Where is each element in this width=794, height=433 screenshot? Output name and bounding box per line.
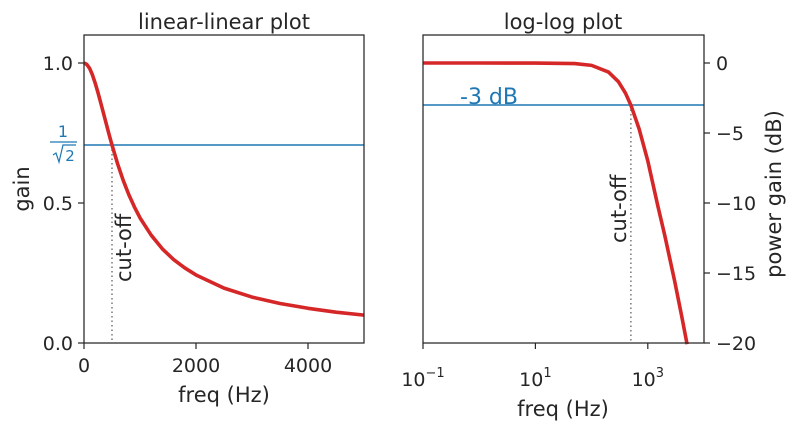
log-y-tick-label: 0	[716, 53, 728, 75]
log-x-tick-label: 103	[632, 366, 664, 391]
sqrt-radical	[52, 144, 76, 165]
linear-reference-label: 1 2	[50, 122, 77, 165]
linear-chart-title: linear-linear plot	[138, 10, 310, 34]
linear-y-tick-label: 0.0	[43, 333, 73, 355]
log-y-tick-label: −10	[716, 193, 756, 215]
linear-y-axis-label: gain	[10, 166, 34, 211]
log-x-tick-label: 10−1	[401, 366, 444, 391]
linear-cutoff-label: cut-off	[112, 213, 136, 282]
linear-x-tick-label: 2000	[172, 355, 220, 377]
log-y-tick-label: −15	[716, 263, 756, 285]
log-x-tick-label: 101	[519, 366, 551, 391]
log-cutoff-label: cut-off	[607, 174, 631, 243]
log-reference-label: -3 dB	[460, 85, 518, 110]
log-gain-curve	[423, 61, 689, 345]
linear-panel: linear-linear plot 0 2000 4000 0.0 0.5 1.0 fr…	[10, 10, 365, 407]
linear-y-tick-label: 1.0	[43, 53, 73, 75]
log-chart-title: log-log plot	[504, 10, 623, 34]
reference-label-denominator: 2	[65, 147, 75, 165]
log-y-tick-label: −20	[716, 333, 756, 355]
log-axes-frame	[422, 34, 705, 344]
linear-y-tick-label: 0.5	[43, 193, 73, 215]
linear-x-axis-label: freq (Hz)	[178, 383, 270, 407]
reference-label-numerator: 1	[58, 122, 68, 141]
linear-x-tick-label: 0	[78, 355, 90, 377]
linear-axes-frame	[83, 34, 365, 344]
linear-x-tick-label: 4000	[284, 355, 332, 377]
log-y-tick-label: −5	[716, 123, 744, 145]
log-panel: log-log plot 10−1 101 103 0 −5 −10 −15 −20 freq…	[401, 10, 786, 421]
log-y-axis-label: power gain (dB)	[762, 110, 786, 278]
log-x-axis-label: freq (Hz)	[517, 397, 609, 421]
linear-gain-curve	[83, 61, 365, 317]
